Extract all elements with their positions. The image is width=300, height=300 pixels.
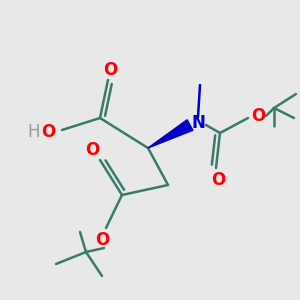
- Text: O: O: [95, 231, 109, 249]
- Text: O: O: [41, 123, 55, 141]
- Text: O: O: [103, 61, 117, 79]
- Text: N: N: [191, 114, 205, 132]
- Text: O: O: [85, 141, 99, 159]
- Text: O: O: [251, 107, 265, 125]
- Text: H: H: [28, 123, 40, 141]
- Polygon shape: [148, 120, 193, 148]
- Text: O: O: [211, 171, 225, 189]
